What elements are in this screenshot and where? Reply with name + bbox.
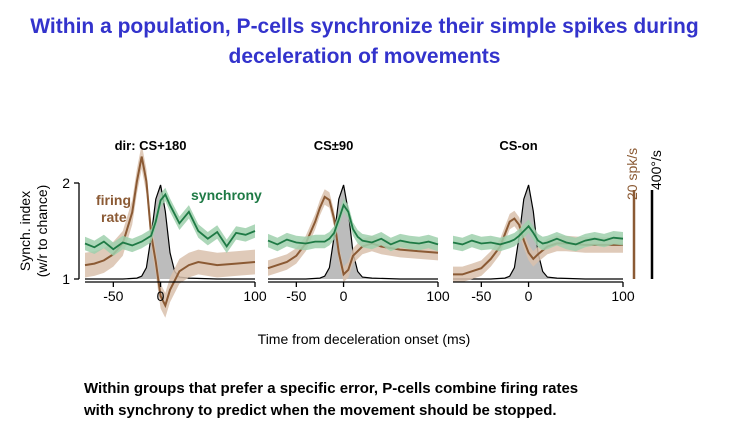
x-tick-label: 100 <box>243 288 267 304</box>
x-tick-label: 100 <box>611 288 635 304</box>
chart-panels: -50 0 100 dir: CS+180 -50 0 100 CS±90 -50 0 100 CS-… <box>84 138 635 318</box>
velocity-scale-label: 400°/s <box>648 150 664 190</box>
x-tick-label: 100 <box>426 288 450 304</box>
x-tick-label: -50 <box>103 288 123 304</box>
y-axis: 2 1 Synch. index (w/r to chance) <box>17 175 80 287</box>
velocity-line <box>453 184 623 280</box>
velocity-line <box>268 184 438 280</box>
synchrony-line <box>84 192 256 251</box>
y-tick-label-2: 2 <box>62 175 70 191</box>
firing-rate-ci <box>85 144 255 318</box>
synchrony-ci <box>268 198 438 252</box>
panel-2: -50 0 100 CS±90 <box>267 138 450 304</box>
panel-title: CS-on <box>499 138 537 153</box>
slide-caption: Within groups that prefer a specific err… <box>84 378 724 422</box>
caption-line-1: Within groups that prefer a specific err… <box>84 380 579 397</box>
firing-rate-label-line-2: rate <box>101 209 127 225</box>
firing-rate-label-line-1: firing <box>96 192 131 208</box>
synchrony-line <box>267 203 439 246</box>
x-tick-label: 0 <box>157 288 165 304</box>
caption-line-2: with synchrony to predict when the movem… <box>84 402 557 419</box>
x-tick-label: -50 <box>286 288 306 304</box>
firing-rate-ci <box>268 189 438 283</box>
synchrony-label: synchrony <box>191 187 262 203</box>
panel-1: -50 0 100 dir: CS+180 <box>84 138 267 318</box>
synchrony-line <box>452 224 624 246</box>
panel-title: dir: CS+180 <box>115 138 187 153</box>
y-axis-label-line-1: Synch. index <box>17 191 33 271</box>
slide-title: Within a population, P-cells synchronize… <box>0 12 729 72</box>
x-axis-label: Time from deceleration onset (ms) <box>258 331 471 347</box>
slide-title-line-1: Within a population, P-cells synchronize… <box>30 15 699 38</box>
x-tick-label: 0 <box>525 288 533 304</box>
synchrony-ci <box>85 187 255 256</box>
slide-title-line-2: deceleration of movements <box>228 45 501 68</box>
velocity-fill <box>85 185 255 279</box>
panel-title: CS±90 <box>314 138 354 153</box>
x-tick-label: 0 <box>340 288 348 304</box>
y-tick-label-1: 1 <box>62 271 70 287</box>
panel-3: -50 0 100 CS-on <box>452 138 635 304</box>
x-tick-label: -50 <box>471 288 491 304</box>
firing-rate-scale-label: 20 spk/s <box>624 148 640 200</box>
y-axis-label-line-2: (w/r to chance) <box>34 185 50 278</box>
scale-bars: 20 spk/s 400°/s <box>624 148 664 279</box>
